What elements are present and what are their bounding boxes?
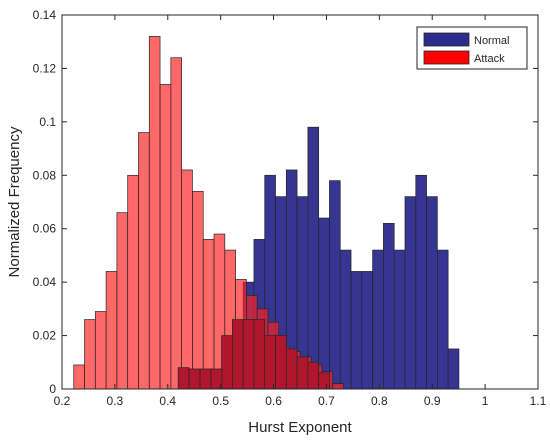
y-tick-label: 0.08	[33, 168, 57, 182]
bar-overlap-4	[264, 335, 276, 390]
bar-overlap-7	[296, 356, 309, 390]
x-tick-label: 0.6	[265, 394, 282, 408]
bar-attack-6	[138, 132, 150, 390]
y-tick-label: 0.1	[39, 115, 56, 129]
legend: Normal Attack	[416, 26, 528, 70]
bar-attack-0	[73, 364, 85, 390]
bar-normal-15	[404, 196, 417, 390]
y-tick-label: 0.04	[33, 275, 57, 289]
legend-swatch-normal	[423, 32, 470, 47]
bar-overlap-left-2	[199, 368, 212, 390]
bar-overlap-5	[275, 335, 287, 390]
bar-normal-8	[329, 180, 341, 390]
bar-overlap-0	[221, 335, 233, 390]
bar-attack-8	[159, 84, 172, 390]
x-tick-label: 0.5	[212, 394, 229, 408]
x-tick-label: 0.8	[371, 394, 388, 408]
bar-overlap-1	[232, 319, 244, 390]
bar-overlap-9	[318, 372, 330, 390]
bar-normal-19	[447, 348, 460, 390]
y-tick-label: 0	[49, 382, 56, 396]
y-tick-label: 0.06	[33, 222, 57, 236]
bar-attack-24	[332, 383, 344, 390]
x-tick-label: 0.3	[107, 394, 124, 408]
x-tick-label: 1.1	[530, 394, 547, 408]
y-tick-label: 0.12	[33, 61, 57, 75]
bar-attack-9	[170, 57, 182, 390]
bar-overlap-2	[242, 319, 255, 390]
bar-overlap-8	[307, 361, 320, 390]
y-tick-label: 0.02	[33, 329, 57, 343]
legend-label-attack: Attack	[474, 53, 505, 65]
plot-frame	[61, 14, 539, 390]
bar-attack-3	[105, 271, 118, 390]
y-axis-title: Normalized Frequency	[6, 126, 23, 277]
bar-normal-16	[415, 174, 427, 390]
bar-attack-11	[192, 190, 204, 390]
bar-normal-14	[393, 249, 406, 390]
bar-overlap-left-0	[177, 367, 190, 390]
x-tick-label: 0.2	[54, 394, 71, 408]
bar-attack-7	[148, 36, 161, 390]
series-overlap	[221, 319, 330, 390]
x-tick-label: 0.4	[159, 394, 176, 408]
y-tick-label: 0.14	[33, 8, 57, 22]
bar-normal-17	[426, 196, 438, 390]
bar-overlap-6	[285, 348, 298, 390]
bar-normal-7	[318, 217, 330, 390]
bar-normal-9	[339, 249, 352, 390]
bar-normal-10	[350, 271, 363, 390]
bar-attack-1	[84, 319, 96, 390]
bar-normal-18	[437, 249, 449, 390]
bar-attack-5	[127, 174, 139, 390]
bar-overlap-3	[253, 319, 266, 390]
bar-attack-4	[116, 212, 129, 390]
axes: 0.2 0.3 0.4 0.5 0.6 0.7 0.8 0.9 1 1.1 0 0.02 0.04 0.0…	[33, 8, 547, 408]
bar-normal-6	[307, 126, 320, 390]
x-tick-label: 0.7	[318, 394, 335, 408]
bar-normal-11	[361, 271, 373, 390]
bar-normal-12	[372, 249, 384, 390]
legend-swatch-attack	[423, 50, 470, 65]
x-tick-label: 1	[482, 394, 489, 408]
bar-attack-10	[181, 169, 193, 390]
bar-overlap-left-1	[188, 368, 201, 390]
x-axis-title: Hurst Exponent	[248, 419, 352, 436]
bar-attack-12	[202, 239, 215, 390]
legend-label-normal: Normal	[474, 35, 509, 47]
bar-normal-13	[383, 223, 395, 390]
series-overlap-left	[177, 367, 223, 390]
bar-attack-2	[94, 311, 107, 390]
x-tick-label: 0.9	[424, 394, 441, 408]
